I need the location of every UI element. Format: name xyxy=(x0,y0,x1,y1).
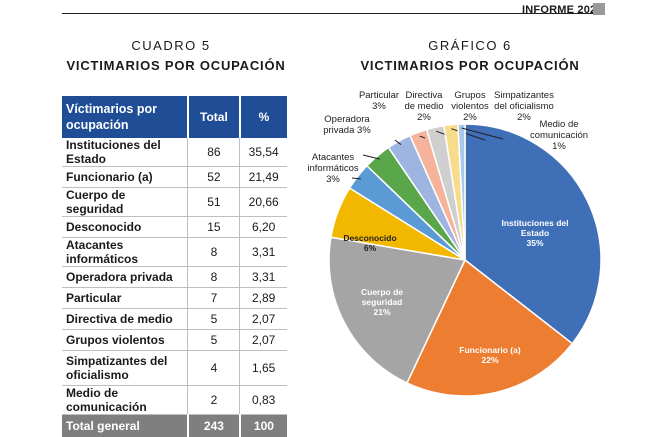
slice-label-funcionario: Funcionario (a)22% xyxy=(450,345,530,365)
slice-label-operadora: Operadora privada 3% xyxy=(318,114,376,136)
pie-chart xyxy=(0,0,667,427)
slice-label-medio: Medio de comunicación 1% xyxy=(526,119,592,152)
